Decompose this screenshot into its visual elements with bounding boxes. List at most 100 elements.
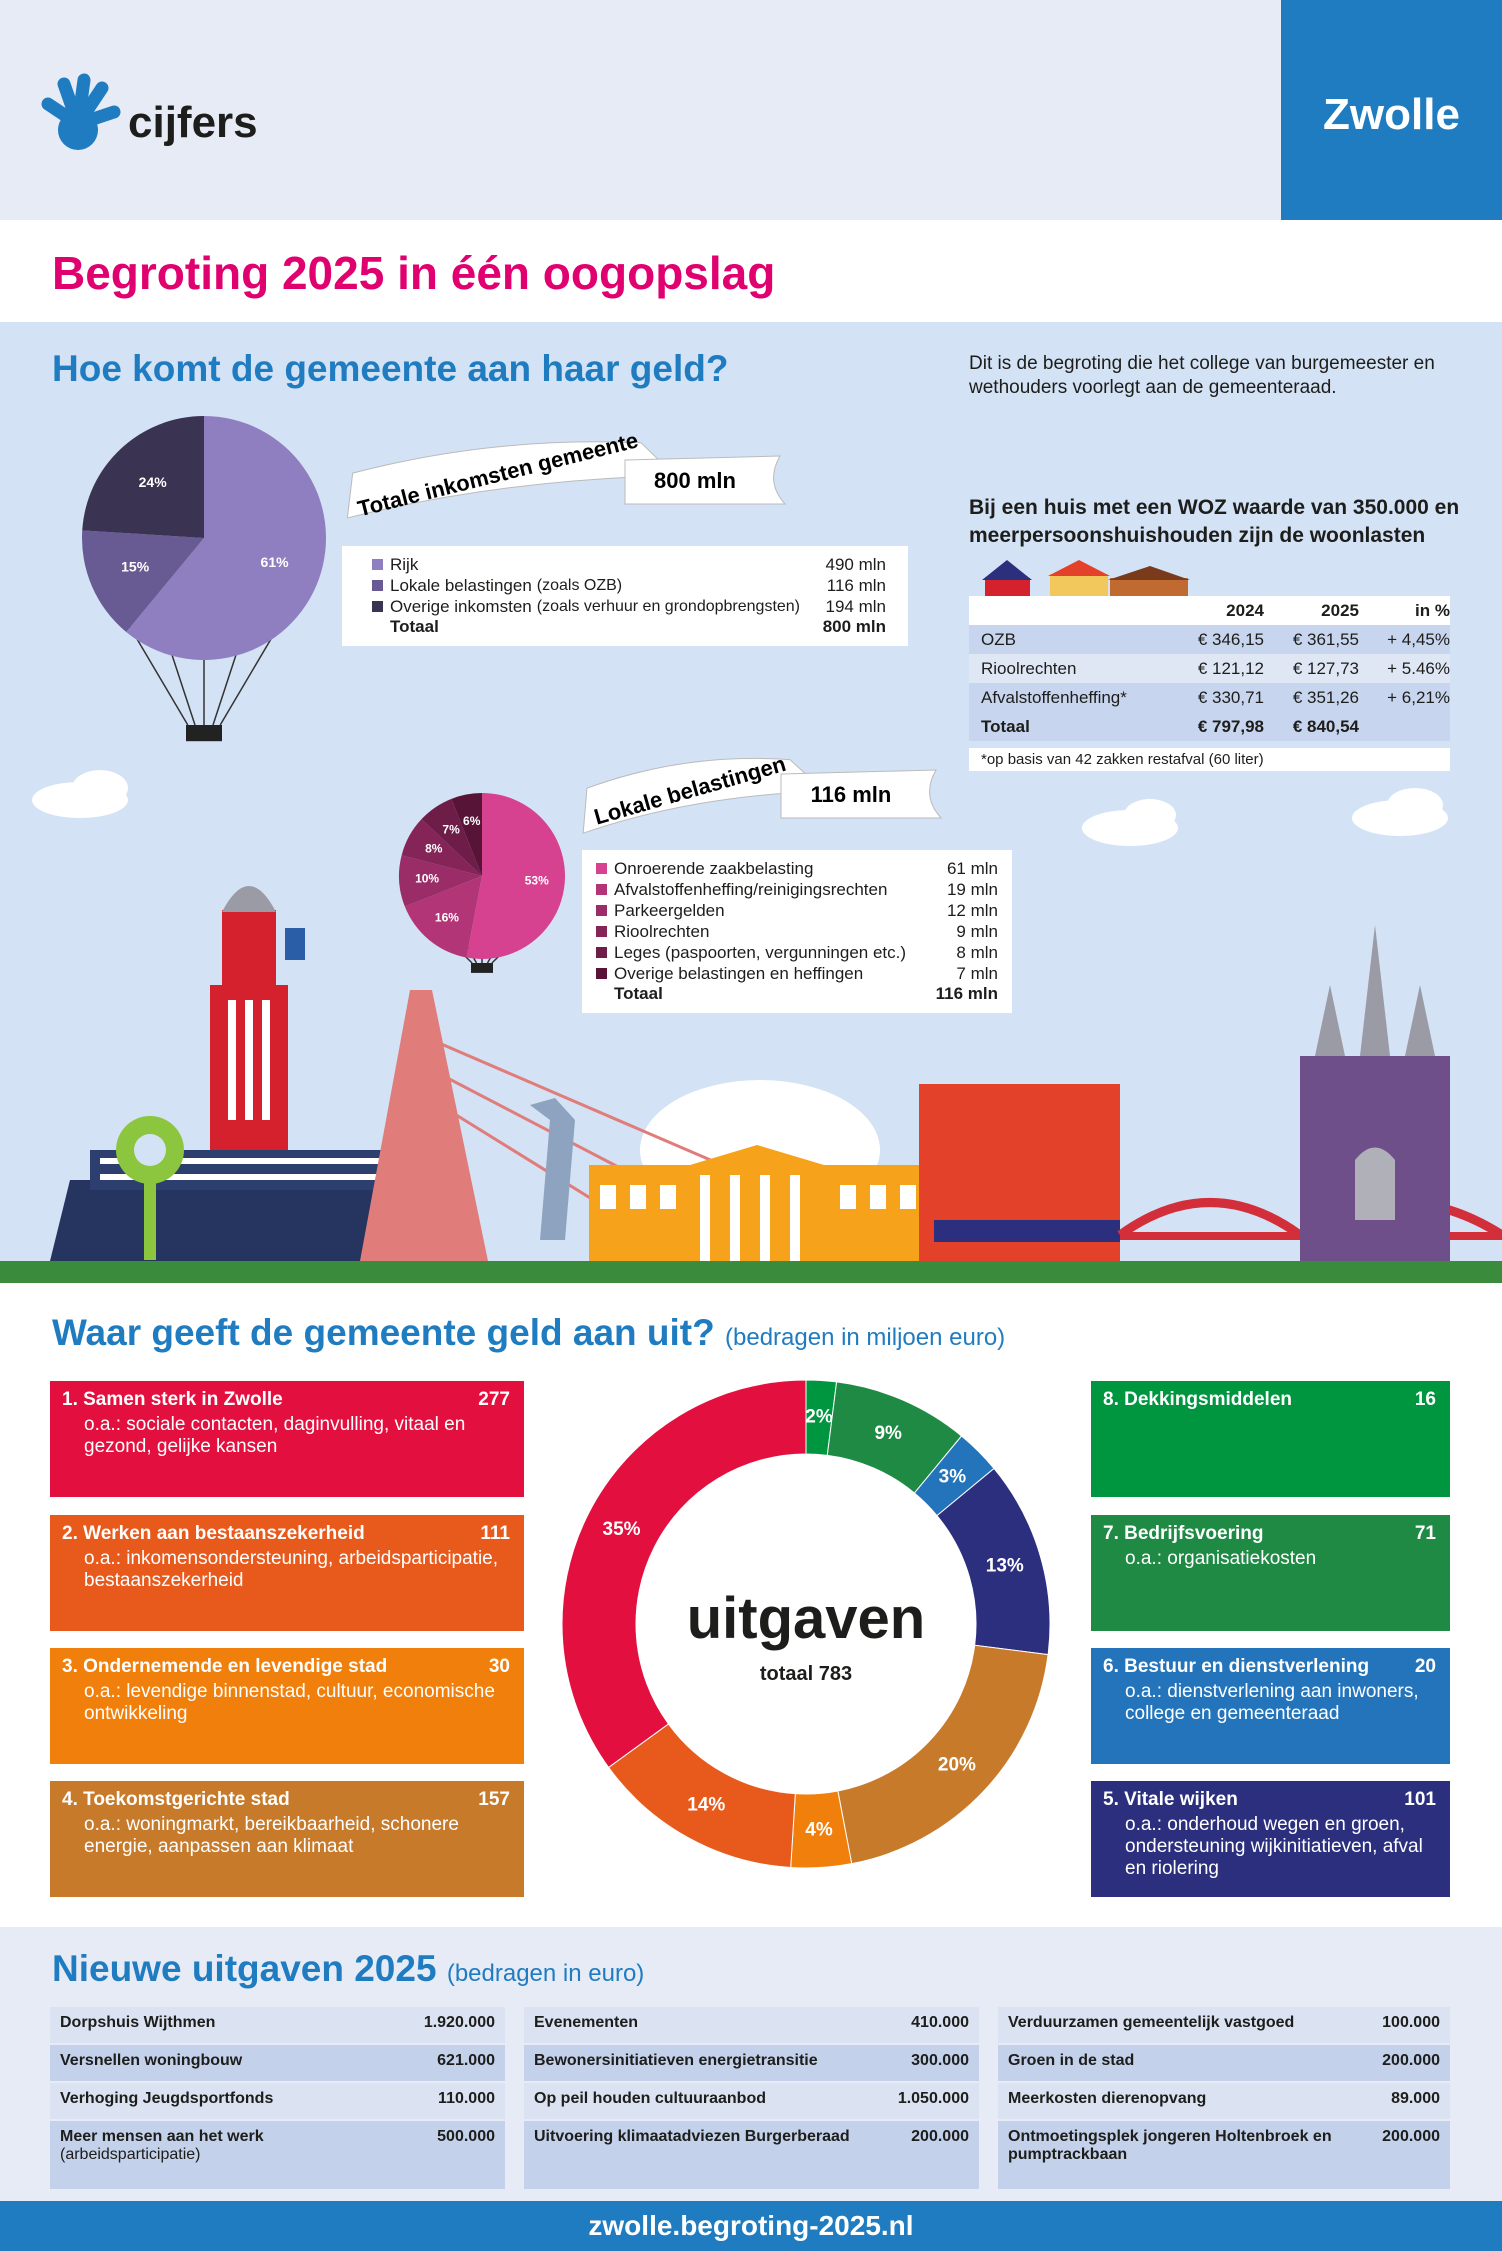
income-heading: Hoe komt de gemeente aan haar geld? (52, 348, 729, 389)
pie-slice (82, 416, 204, 538)
pie-slice (421, 798, 482, 876)
pie-slice (404, 876, 482, 958)
legend-total-amount: 116 mln (935, 984, 998, 1003)
table-total-cell: Totaal (981, 716, 1030, 736)
legend-total-name: Totaal (390, 617, 439, 636)
balloon-basket (471, 963, 493, 973)
new-spending-row: Meerkosten dierenopvang 89.000 (998, 2083, 1450, 2119)
table-cell: € 346,15 (1197, 629, 1264, 649)
legend-amount: 7 mln (956, 963, 998, 983)
intro: Dit is de begroting die het college van … (969, 353, 1435, 398)
new-spending-name: Dorpshuis Wijthmen (60, 2014, 216, 2031)
new-spending-label: Meerkosten dierenopvang (1008, 2090, 1391, 2112)
new-spending-row: Bewonersinitiatieven energietransitie 300… (524, 2045, 979, 2081)
housing-heading: Bij een huis met een WOZ waarde van 350.… (969, 496, 1460, 547)
legend-swatch (596, 905, 607, 916)
logo-text: cijfers (128, 98, 258, 147)
new-spending-row: Verduurzamen gemeentelijk vastgoed 100.00… (998, 2007, 1450, 2043)
slice-label: 7% (442, 823, 460, 837)
table-cell: Afvalstoffenheffing* (981, 687, 1127, 707)
pie-slice (126, 416, 327, 660)
slice-label: 2% (805, 1406, 833, 1427)
legend-amount: 194 mln (825, 596, 886, 616)
legend-note: (zoals verhuur en grondopbrengsten) (536, 597, 801, 615)
slice-label: 53% (525, 873, 549, 887)
program-amount: 30 (488, 1656, 510, 1677)
program-description: o.a.: levendige binnenstad, cultuur, eco… (84, 1681, 495, 1724)
program-box: 2. Werken aan bestaanszekerheid 111 o.a.: … (50, 1515, 524, 1631)
legend-amount: 9 mln (956, 921, 998, 941)
header (0, 0, 1502, 220)
program-box: 6. Bestuur en dienstverlening 20 o.a.: die… (1091, 1648, 1450, 1764)
new-spending-label: Evenementen (534, 2014, 911, 2036)
new-spending-note: (arbeidsparticipatie) (60, 2146, 201, 2163)
table-cell: + 6,21% (1387, 687, 1450, 707)
new-spending-amount: 100.000 (1382, 2014, 1440, 2031)
new-spending-amount: 1.920.000 (423, 2014, 495, 2031)
new-spending-name: Versnellen woningbouw (60, 2052, 243, 2069)
new-spending-label: Verhoging Jeugdsportfonds (60, 2090, 438, 2112)
new-spending-subheading: (bedragen in euro) (446, 1960, 645, 1987)
table-header: 2025 (1321, 600, 1359, 620)
program-amount: 157 (478, 1789, 510, 1810)
program-title: 1. Samen sterk in Zwolle (62, 1389, 283, 1410)
legend-amount: 19 mln (946, 879, 998, 899)
program-description: o.a.: inkomensondersteuning, arbeidspart… (84, 1548, 499, 1591)
new-spending-row: Verhoging Jeugdsportfonds 110.000 (50, 2083, 505, 2119)
new-spending-amount: 1.050.000 (897, 2090, 969, 2107)
program-description: o.a.: organisatiekosten (1125, 1548, 1317, 1569)
new-spending-row: Meer mensen aan het werk (arbeidsparticip… (50, 2121, 505, 2189)
city-box (1281, 0, 1502, 220)
table-row: Rioolrechten € 121,12 € 127,73 + 5.46% (969, 654, 1450, 683)
new-spending-amount: 89.000 (1391, 2090, 1440, 2107)
spending-heading: Waar geeft de gemeente geld aan uit? (be… (52, 1312, 1005, 1354)
legend-name: Leges (paspoorten, vergunningen etc.) (614, 942, 907, 962)
program-amount: 111 (480, 1523, 510, 1544)
new-spending-name: Meerkosten dierenopvang (1008, 2090, 1207, 2107)
legend-note: (zoals OZB) (536, 576, 623, 594)
page-title: Begroting 2025 in één oogopslag (52, 247, 776, 299)
program-title: 7. Bedrijfsvoering (1103, 1523, 1264, 1544)
legend-row: Afvalstoffenheffing/reinigingsrechten 19 … (596, 879, 998, 900)
new-spending-row: Ontmoetingsplek jongeren Holtenbroek en … (998, 2121, 1450, 2189)
legend-row: Leges (paspoorten, vergunningen etc.) 8 m… (596, 942, 998, 963)
program-box: 5. Vitale wijken 101 o.a.: onderhoud wegen… (1091, 1781, 1450, 1897)
new-spending-row: Evenementen 410.000 (524, 2007, 979, 2043)
legend-swatch (596, 968, 607, 979)
legend-swatch (372, 580, 383, 591)
program-title: 8. Dekkingsmiddelen (1103, 1389, 1293, 1410)
program-box: 7. Bedrijfsvoering 71 o.a.: organisatiekos… (1091, 1515, 1450, 1631)
new-spending-title: Nieuwe uitgaven 2025 (52, 1948, 437, 1989)
slice-label: 20% (938, 1755, 976, 1776)
new-spending-name: Verduurzamen gemeentelijk vastgoed (1008, 2014, 1295, 2031)
slice-label: 6% (463, 814, 481, 828)
program-header: 8. Dekkingsmiddelen 16 (1103, 1389, 1436, 1411)
donut-title: uitgaven (686, 1586, 926, 1651)
program-title: 6. Bestuur en dienstverlening (1103, 1656, 1370, 1677)
legend-swatch (372, 601, 383, 612)
new-spending-row: Op peil houden cultuuraanbod 1.050.000 (524, 2083, 979, 2119)
new-spending-row: Groen in de stad 200.000 (998, 2045, 1450, 2081)
new-spending-heading: Nieuwe uitgaven 2025 (bedragen in euro) (52, 1948, 644, 1990)
program-amount: 20 (1414, 1656, 1436, 1677)
local-tax-legend: Onroerende zaakbelasting 61 mln Afvalstoff… (582, 850, 1012, 1013)
new-spending-name: Verhoging Jeugdsportfonds (60, 2090, 274, 2107)
program-amount: 101 (1404, 1789, 1436, 1810)
new-spending-label: Op peil houden cultuuraanbod (534, 2090, 898, 2112)
legend-amount: 490 mln (825, 554, 886, 574)
table-row: 2024 2025 in % (969, 596, 1450, 625)
table-cell: € 330,71 (1197, 687, 1264, 707)
table-cell: + 5.46% (1387, 658, 1450, 678)
program-title: 4. Toekomstgerichte stad (62, 1789, 290, 1810)
donut-slice (561, 1379, 807, 1769)
spending-subheading: (bedragen in miljoen euro) (725, 1324, 1006, 1351)
table-cell: € 361,55 (1292, 629, 1359, 649)
slice-label: 15% (121, 558, 150, 574)
legend-swatch (596, 884, 607, 895)
table-header: in % (1415, 600, 1450, 620)
legend-name: Onroerende zaakbelasting (614, 858, 814, 878)
table-cell: € 127,73 (1292, 658, 1359, 678)
legend-row: Parkeergelden 12 mln (596, 900, 998, 921)
slice-label: 13% (986, 1555, 1024, 1576)
